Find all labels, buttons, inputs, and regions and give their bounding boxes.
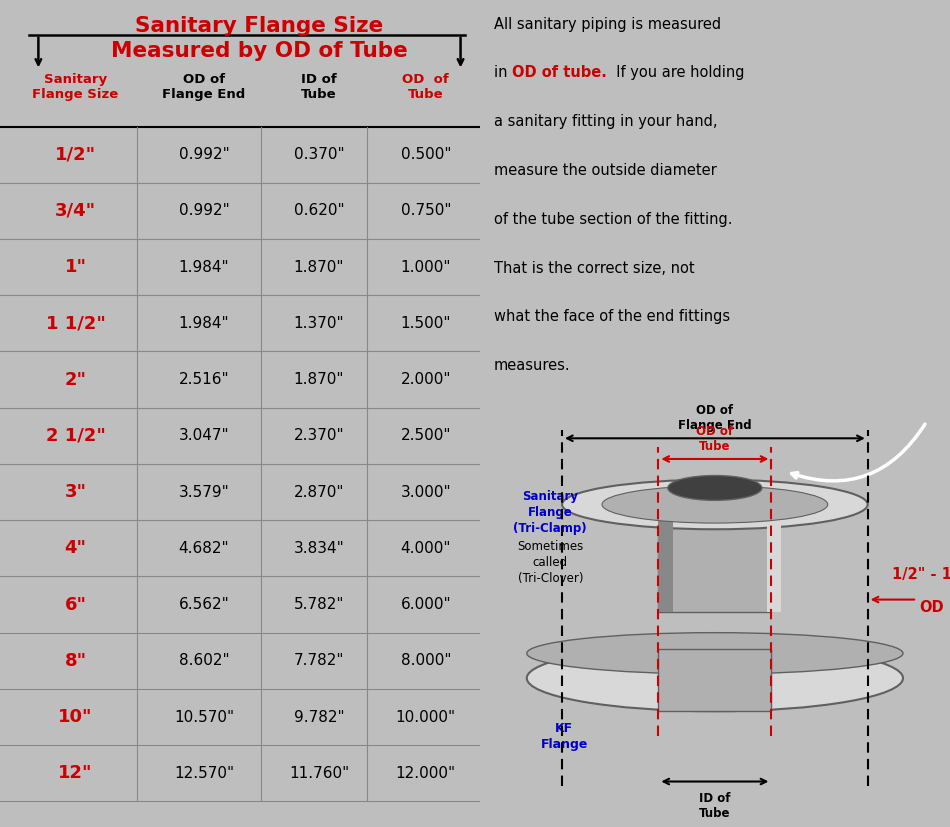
Ellipse shape: [562, 480, 867, 529]
Text: 8": 8": [65, 652, 86, 670]
Text: 0.370": 0.370": [294, 147, 344, 162]
Text: All sanitary piping is measured: All sanitary piping is measured: [494, 17, 721, 31]
Text: OD of tube.: OD of tube.: [512, 65, 607, 80]
Text: 11.760": 11.760": [289, 766, 350, 781]
FancyBboxPatch shape: [767, 513, 781, 612]
Text: 8.000": 8.000": [401, 653, 451, 668]
Text: Sometimes
called
(Tri-Clover): Sometimes called (Tri-Clover): [517, 540, 583, 585]
Text: 1.500": 1.500": [401, 316, 451, 331]
Text: 3.047": 3.047": [179, 428, 229, 443]
Text: OD of
Flange End: OD of Flange End: [678, 404, 751, 432]
Text: 0.500": 0.500": [401, 147, 451, 162]
Text: of the tube section of the fitting.: of the tube section of the fitting.: [494, 212, 732, 227]
Text: OD of
Flange End: OD of Flange End: [162, 73, 245, 101]
Text: 0.992": 0.992": [179, 203, 229, 218]
Text: a sanitary fitting in your hand,: a sanitary fitting in your hand,: [494, 114, 717, 129]
Text: That is the correct size, not: That is the correct size, not: [494, 261, 694, 275]
Text: Sanitary
Flange
(Tri-Clamp): Sanitary Flange (Tri-Clamp): [513, 490, 587, 535]
FancyBboxPatch shape: [658, 513, 673, 612]
Text: If you are holding: If you are holding: [607, 65, 745, 80]
Text: Sanitary Flange Size: Sanitary Flange Size: [135, 17, 383, 36]
Ellipse shape: [668, 476, 762, 500]
Text: 2 1/2": 2 1/2": [46, 427, 105, 445]
Text: OD of
Tube: OD of Tube: [696, 425, 733, 453]
Text: 9.782": 9.782": [294, 710, 344, 724]
Text: 6": 6": [65, 595, 86, 614]
Text: 1.370": 1.370": [294, 316, 344, 331]
Text: 12.570": 12.570": [174, 766, 234, 781]
Text: ID of
Tube: ID of Tube: [301, 73, 337, 101]
Text: 6.562": 6.562": [179, 597, 229, 612]
Text: 12": 12": [58, 764, 93, 782]
Text: KF
Flange: KF Flange: [541, 721, 588, 751]
Text: OD: OD: [919, 600, 943, 615]
Text: 2.370": 2.370": [294, 428, 344, 443]
Text: 1.984": 1.984": [179, 260, 229, 275]
Text: 2.000": 2.000": [401, 372, 451, 387]
Text: 0.750": 0.750": [401, 203, 451, 218]
Text: ID of
Tube: ID of Tube: [699, 792, 731, 820]
Text: measures.: measures.: [494, 358, 571, 373]
Text: 3.000": 3.000": [401, 485, 451, 500]
Text: 3": 3": [65, 483, 86, 501]
Text: 1.984": 1.984": [179, 316, 229, 331]
Text: 2.500": 2.500": [401, 428, 451, 443]
Text: measure the outside diameter: measure the outside diameter: [494, 163, 716, 178]
Text: 3.579": 3.579": [179, 485, 229, 500]
Text: 1.870": 1.870": [294, 372, 344, 387]
Text: 5.782": 5.782": [294, 597, 344, 612]
Text: 2": 2": [65, 370, 86, 389]
Text: 1": 1": [65, 258, 86, 276]
Text: 2.870": 2.870": [294, 485, 344, 500]
Text: 10": 10": [58, 708, 93, 726]
Text: 4": 4": [65, 539, 86, 557]
Text: 1.870": 1.870": [294, 260, 344, 275]
Ellipse shape: [526, 645, 902, 711]
Text: in: in: [494, 65, 512, 80]
FancyBboxPatch shape: [658, 513, 771, 612]
Ellipse shape: [602, 485, 827, 523]
Text: 1/2": 1/2": [55, 146, 96, 164]
FancyBboxPatch shape: [658, 649, 771, 711]
Text: 12.000": 12.000": [396, 766, 456, 781]
Text: 4.000": 4.000": [401, 541, 451, 556]
Text: 0.620": 0.620": [294, 203, 344, 218]
Text: 3/4": 3/4": [55, 202, 96, 220]
Text: OD  of
Tube: OD of Tube: [403, 73, 449, 101]
Text: 2.516": 2.516": [179, 372, 229, 387]
Text: 4.682": 4.682": [179, 541, 229, 556]
Text: 10.000": 10.000": [396, 710, 456, 724]
Text: 1.000": 1.000": [401, 260, 451, 275]
Text: Sanitary
Flange Size: Sanitary Flange Size: [32, 73, 119, 101]
Text: 1/2" - 12": 1/2" - 12": [892, 567, 950, 582]
Text: 3.834": 3.834": [294, 541, 345, 556]
Text: Measured by OD of Tube: Measured by OD of Tube: [111, 41, 408, 61]
Text: 1 1/2": 1 1/2": [46, 314, 105, 332]
Ellipse shape: [526, 633, 902, 674]
Text: 7.782": 7.782": [294, 653, 344, 668]
Text: 8.602": 8.602": [179, 653, 229, 668]
Text: 6.000": 6.000": [401, 597, 451, 612]
Text: 10.570": 10.570": [174, 710, 234, 724]
Text: what the face of the end fittings: what the face of the end fittings: [494, 309, 730, 324]
Text: 0.992": 0.992": [179, 147, 229, 162]
